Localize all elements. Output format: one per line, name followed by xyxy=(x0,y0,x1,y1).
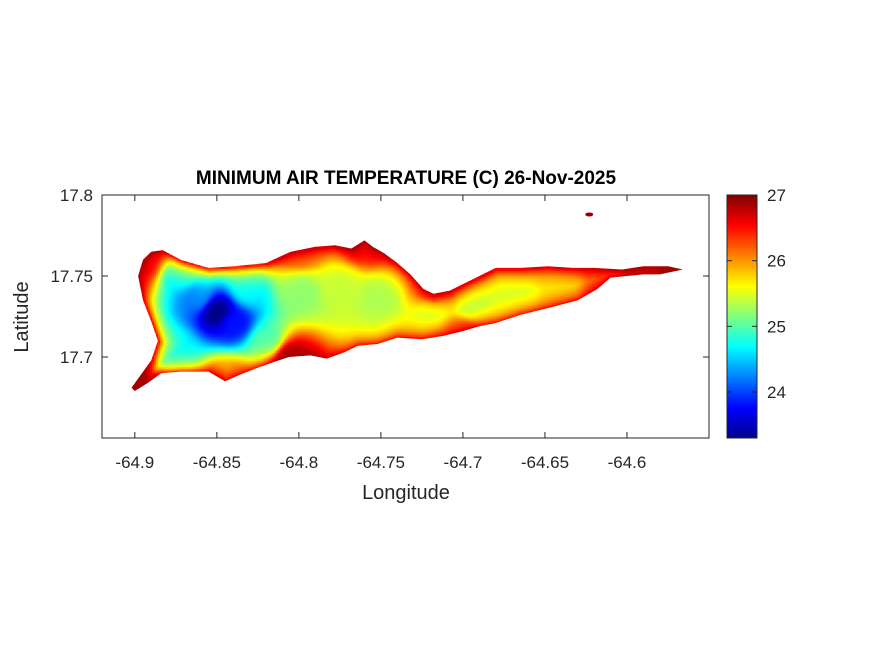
y-tick-label: 17.8 xyxy=(60,186,93,205)
colorbar-tick-label: 27 xyxy=(767,186,786,205)
x-tick-label: -64.75 xyxy=(357,453,405,472)
y-ticks: 17.7 17.75 17.8 xyxy=(50,186,709,367)
colorbar-ticks: 24 25 26 27 xyxy=(727,186,786,402)
x-tick-label: -64.6 xyxy=(608,453,647,472)
x-tick-label: -64.8 xyxy=(279,453,318,472)
x-axis-label: Longitude xyxy=(362,482,450,504)
colorbar-tick-label: 25 xyxy=(767,317,786,336)
colorbar-tick-label: 26 xyxy=(767,252,786,271)
y-tick-label: 17.75 xyxy=(50,267,93,286)
x-tick-label: -64.9 xyxy=(115,453,154,472)
x-ticks: -64.9 -64.85 -64.8 -64.75 -64.7 -64.65 -64.6 xyxy=(115,195,646,472)
x-tick-label: -64.65 xyxy=(521,453,569,472)
colorbar xyxy=(726,194,758,439)
chart-title: MINIMUM AIR TEMPERATURE (C) 26-Nov-2025 xyxy=(196,168,617,189)
x-tick-label: -64.7 xyxy=(444,453,483,472)
x-tick-label: -64.85 xyxy=(193,453,241,472)
y-tick-label: 17.7 xyxy=(60,348,93,367)
y-axis-label: Latitude xyxy=(11,281,33,352)
colorbar-tick-label: 24 xyxy=(767,383,786,402)
islets xyxy=(585,212,594,217)
islet xyxy=(585,212,594,217)
